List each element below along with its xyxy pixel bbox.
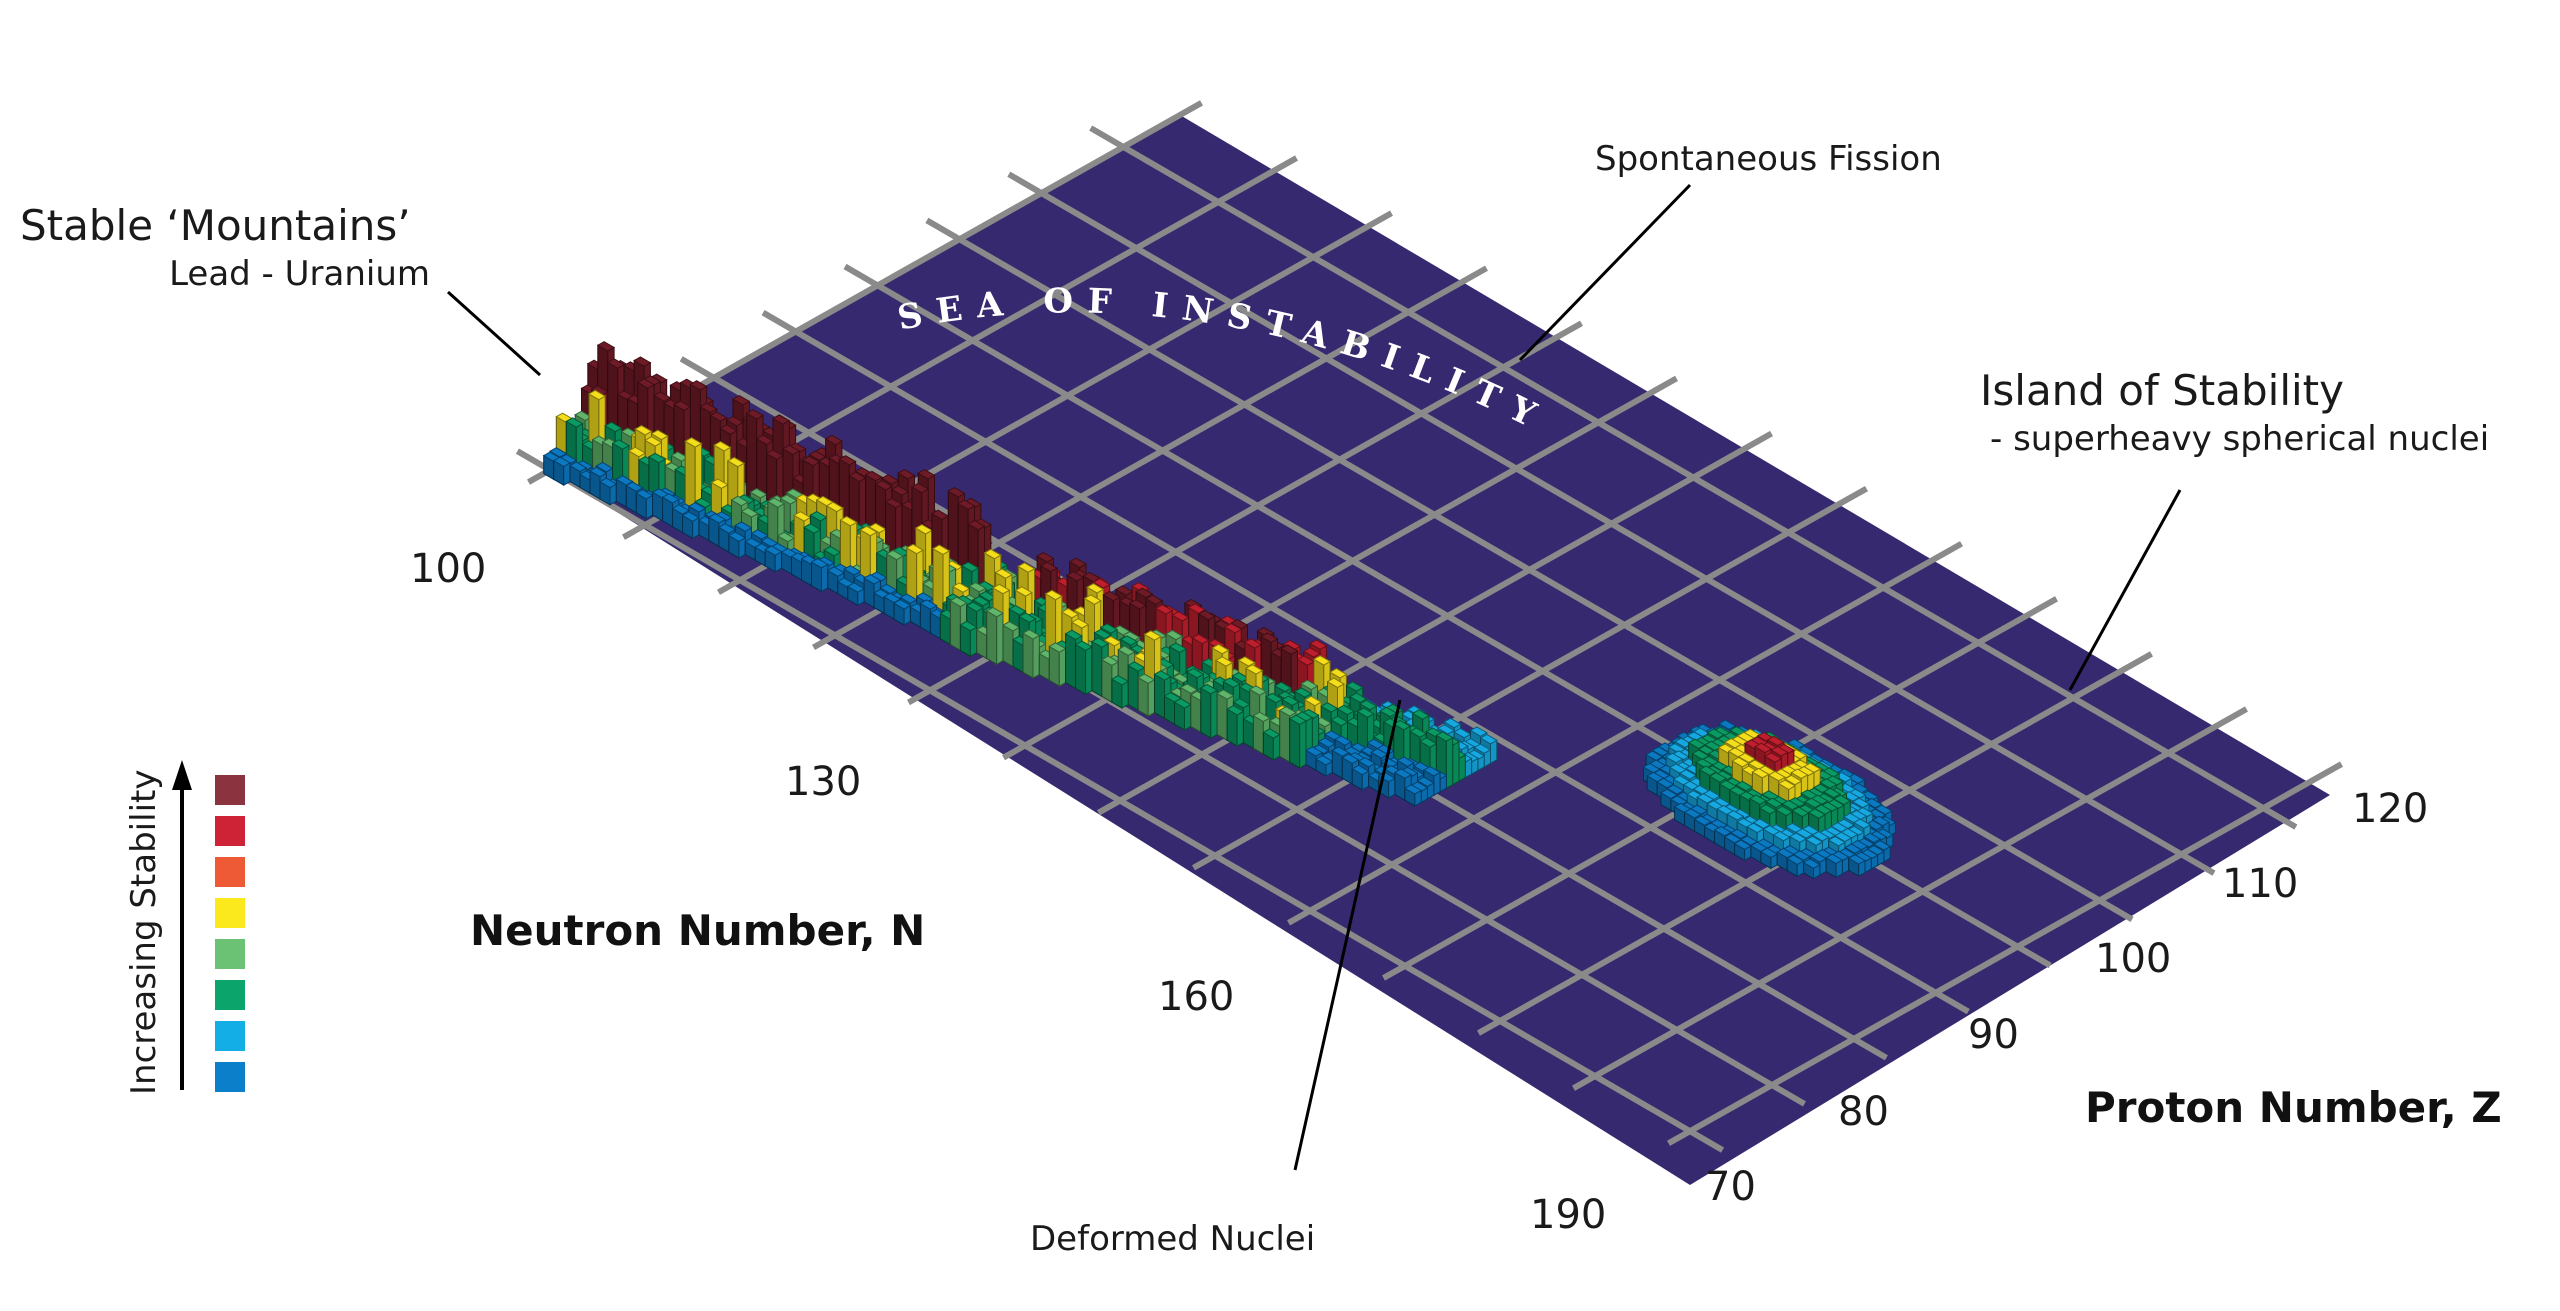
spontaneous-fission-label: Spontaneous Fission	[1595, 139, 1942, 179]
grid-line	[1287, 541, 1963, 926]
grid-line	[1192, 485, 1868, 871]
neutron-tick-130: 130	[785, 759, 861, 805]
grid-line	[1007, 171, 2216, 876]
proton-tick-80: 80	[1838, 1089, 1889, 1135]
nuclide-column	[959, 620, 978, 658]
legend-swatch	[215, 775, 245, 805]
nuclide-column	[681, 511, 700, 540]
nuclide-column	[1759, 847, 1779, 870]
legend-swatch	[215, 857, 245, 887]
legend-swatch	[215, 980, 245, 1010]
proton-tick-110: 110	[2222, 861, 2298, 907]
nuclide-column	[1262, 728, 1281, 761]
grid-line	[1572, 706, 2248, 1091]
neutron-tick-100: 100	[410, 546, 486, 592]
legend-title: Increasing Stability	[124, 770, 164, 1095]
nuclide-column	[1314, 754, 1334, 777]
nuclide-column	[985, 606, 1005, 666]
nuclide-column	[1074, 640, 1093, 696]
legend-arrow-head	[172, 760, 192, 790]
sea-plane	[550, 115, 2330, 1185]
proton-tick-100: 100	[2095, 936, 2171, 982]
nuclide-column	[1199, 683, 1219, 739]
callout-line-deformed	[1293, 699, 1402, 1171]
proton-axis-title: Proton Number, Z	[2085, 1083, 2502, 1132]
nuclide-column	[1173, 698, 1192, 731]
island-of-stability-label: Island of Stability	[1980, 366, 2344, 415]
legend-swatch	[215, 816, 245, 846]
grid-line	[515, 448, 1725, 1153]
island-subtitle-label: - superheavy spherical nuclei	[1990, 419, 2489, 459]
legend-swatch	[215, 1062, 245, 1092]
callout-line-island	[2068, 489, 2182, 691]
nuclide-column	[1110, 675, 1130, 709]
nuclide-column	[552, 456, 572, 487]
grid-line	[1089, 125, 2298, 830]
nuclide-column	[1786, 854, 1805, 878]
nuclide-column	[1288, 714, 1308, 769]
nuclide-column	[1847, 854, 1867, 877]
nuclide-column	[635, 489, 654, 520]
nuclide-blocks	[542, 341, 1897, 880]
neutron-tick-190: 190	[1530, 1192, 1606, 1238]
nuclide-column	[727, 531, 747, 559]
neutron-axis-title: Neutron Number, N	[470, 906, 925, 955]
nuclide-column	[1825, 853, 1844, 879]
neutron-tick-160: 160	[1158, 974, 1234, 1020]
legend-swatch	[215, 939, 245, 969]
proton-tick-90: 90	[1968, 1012, 2019, 1058]
legend-swatch	[215, 898, 245, 928]
nuclide-column	[1137, 673, 1156, 717]
grid-line	[925, 217, 2134, 922]
stable-mountains-label: Stable ‘Mountains’	[20, 201, 411, 250]
nuclide-column	[1226, 704, 1245, 747]
proton-tick-70: 70	[1705, 1164, 1756, 1210]
deformed-nuclei-label: Deformed Nuclei	[1030, 1219, 1315, 1259]
lead-uranium-label: Lead - Uranium	[169, 254, 430, 294]
nuclide-column	[1403, 784, 1423, 807]
nuclide-column	[1802, 858, 1821, 880]
legend-swatches	[215, 775, 245, 1092]
nuclide-column	[1021, 629, 1041, 679]
nuclide-column	[598, 477, 618, 506]
grid-line	[1667, 761, 2343, 1146]
proton-tick-120: 120	[2352, 786, 2428, 832]
nuclide-column	[1048, 642, 1067, 688]
grid-line	[1097, 430, 1773, 816]
nuclide-column	[764, 545, 783, 573]
grid-line	[761, 310, 1970, 1015]
nuclide-column	[1733, 839, 1752, 862]
nuclide-column	[810, 557, 829, 593]
callout-line-mountains	[446, 290, 542, 377]
callout-line-fission	[1518, 183, 1692, 362]
nuclide-column	[1351, 764, 1370, 791]
stability-legend: Increasing Stability	[124, 760, 245, 1095]
legend-swatch	[215, 1021, 245, 1051]
